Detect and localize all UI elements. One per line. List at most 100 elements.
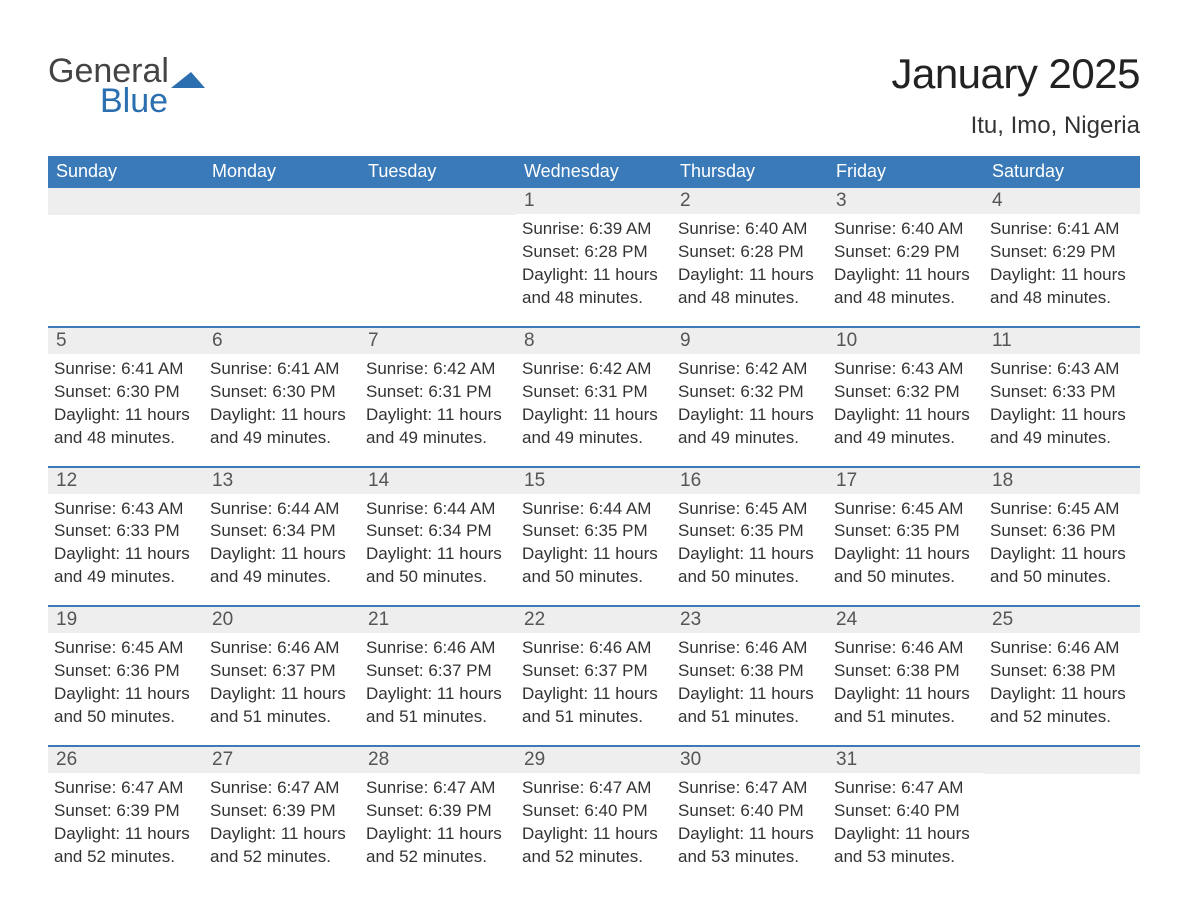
day-number: 4	[992, 190, 1003, 211]
sunset-line: Sunset: 6:37 PM	[366, 660, 510, 683]
sunset-line: Sunset: 6:30 PM	[54, 381, 198, 404]
day-cell: 25Sunrise: 6:46 AMSunset: 6:38 PMDayligh…	[984, 607, 1140, 745]
day-number-band: 5	[48, 328, 204, 354]
sunset-line: Sunset: 6:32 PM	[678, 381, 822, 404]
day-cell: 31Sunrise: 6:47 AMSunset: 6:40 PMDayligh…	[828, 747, 984, 885]
day-number: 12	[56, 470, 77, 491]
daylight-line: Daylight: 11 hours and 52 minutes.	[522, 823, 666, 869]
day-number: 16	[680, 470, 701, 491]
day-cell: 7Sunrise: 6:42 AMSunset: 6:31 PMDaylight…	[360, 328, 516, 466]
sunrise-line: Sunrise: 6:40 AM	[834, 218, 978, 241]
sunset-line: Sunset: 6:40 PM	[522, 800, 666, 823]
day-cell: 15Sunrise: 6:44 AMSunset: 6:35 PMDayligh…	[516, 468, 672, 606]
day-number-band: 26	[48, 747, 204, 773]
day-number: 18	[992, 470, 1013, 491]
page-title: January 2025	[891, 50, 1140, 98]
day-number: 14	[368, 470, 389, 491]
daylight-line: Daylight: 11 hours and 48 minutes.	[990, 264, 1134, 310]
sunrise-line: Sunrise: 6:44 AM	[366, 498, 510, 521]
sunrise-line: Sunrise: 6:47 AM	[54, 777, 198, 800]
daylight-line: Daylight: 11 hours and 49 minutes.	[366, 404, 510, 450]
sunrise-line: Sunrise: 6:46 AM	[522, 637, 666, 660]
day-cell: 13Sunrise: 6:44 AMSunset: 6:34 PMDayligh…	[204, 468, 360, 606]
sunset-line: Sunset: 6:38 PM	[990, 660, 1134, 683]
sunrise-line: Sunrise: 6:44 AM	[210, 498, 354, 521]
logo-mark-icon	[171, 60, 205, 82]
sunrise-line: Sunrise: 6:41 AM	[990, 218, 1134, 241]
daylight-line: Daylight: 11 hours and 49 minutes.	[678, 404, 822, 450]
sunrise-line: Sunrise: 6:43 AM	[990, 358, 1134, 381]
sunset-line: Sunset: 6:39 PM	[366, 800, 510, 823]
daylight-line: Daylight: 11 hours and 49 minutes.	[834, 404, 978, 450]
day-number: 15	[524, 470, 545, 491]
day-number: 23	[680, 609, 701, 630]
title-block: January 2025 Itu, Imo, Nigeria	[891, 50, 1140, 150]
sunset-line: Sunset: 6:28 PM	[522, 241, 666, 264]
sunset-line: Sunset: 6:33 PM	[54, 520, 198, 543]
day-number: 26	[56, 749, 77, 770]
daylight-line: Daylight: 11 hours and 49 minutes.	[990, 404, 1134, 450]
day-number-band: 24	[828, 607, 984, 633]
day-number: 31	[836, 749, 857, 770]
sunset-line: Sunset: 6:34 PM	[210, 520, 354, 543]
sunrise-line: Sunrise: 6:45 AM	[834, 498, 978, 521]
day-number: 5	[56, 330, 67, 351]
daylight-line: Daylight: 11 hours and 50 minutes.	[834, 543, 978, 589]
day-cell: 10Sunrise: 6:43 AMSunset: 6:32 PMDayligh…	[828, 328, 984, 466]
day-cell: 26Sunrise: 6:47 AMSunset: 6:39 PMDayligh…	[48, 747, 204, 885]
sunrise-line: Sunrise: 6:39 AM	[522, 218, 666, 241]
days-of-week-header: Sunday Monday Tuesday Wednesday Thursday…	[48, 156, 1140, 188]
sunrise-line: Sunrise: 6:40 AM	[678, 218, 822, 241]
day-cell: 11Sunrise: 6:43 AMSunset: 6:33 PMDayligh…	[984, 328, 1140, 466]
sunrise-line: Sunrise: 6:42 AM	[366, 358, 510, 381]
sunrise-line: Sunrise: 6:47 AM	[522, 777, 666, 800]
sunrise-line: Sunrise: 6:42 AM	[678, 358, 822, 381]
day-cell: 19Sunrise: 6:45 AMSunset: 6:36 PMDayligh…	[48, 607, 204, 745]
day-number-band: 12	[48, 468, 204, 494]
day-number-band: 4	[984, 188, 1140, 214]
sunset-line: Sunset: 6:38 PM	[834, 660, 978, 683]
sunset-line: Sunset: 6:37 PM	[210, 660, 354, 683]
day-number-band: 30	[672, 747, 828, 773]
daylight-line: Daylight: 11 hours and 50 minutes.	[990, 543, 1134, 589]
sunset-line: Sunset: 6:35 PM	[522, 520, 666, 543]
sunset-line: Sunset: 6:29 PM	[834, 241, 978, 264]
day-cell: 29Sunrise: 6:47 AMSunset: 6:40 PMDayligh…	[516, 747, 672, 885]
sunset-line: Sunset: 6:31 PM	[366, 381, 510, 404]
day-number: 8	[524, 330, 535, 351]
sunrise-line: Sunrise: 6:46 AM	[366, 637, 510, 660]
daylight-line: Daylight: 11 hours and 49 minutes.	[210, 543, 354, 589]
day-number: 25	[992, 609, 1013, 630]
sunrise-line: Sunrise: 6:44 AM	[522, 498, 666, 521]
sunset-line: Sunset: 6:39 PM	[54, 800, 198, 823]
day-cell: 3Sunrise: 6:40 AMSunset: 6:29 PMDaylight…	[828, 188, 984, 326]
day-number-band: 27	[204, 747, 360, 773]
day-number-band: 25	[984, 607, 1140, 633]
day-number: 28	[368, 749, 389, 770]
dow-saturday: Saturday	[984, 156, 1140, 188]
day-number: 2	[680, 190, 691, 211]
sunrise-line: Sunrise: 6:47 AM	[834, 777, 978, 800]
day-cell: 18Sunrise: 6:45 AMSunset: 6:36 PMDayligh…	[984, 468, 1140, 606]
day-cell	[360, 188, 516, 326]
sunset-line: Sunset: 6:40 PM	[678, 800, 822, 823]
day-number-band	[360, 188, 516, 215]
calendar-week: 5Sunrise: 6:41 AMSunset: 6:30 PMDaylight…	[48, 326, 1140, 466]
day-cell: 5Sunrise: 6:41 AMSunset: 6:30 PMDaylight…	[48, 328, 204, 466]
day-number-band: 1	[516, 188, 672, 214]
sunrise-line: Sunrise: 6:47 AM	[678, 777, 822, 800]
sunset-line: Sunset: 6:36 PM	[54, 660, 198, 683]
day-number: 1	[524, 190, 535, 211]
day-number: 30	[680, 749, 701, 770]
sunset-line: Sunset: 6:39 PM	[210, 800, 354, 823]
day-number-band: 16	[672, 468, 828, 494]
day-number-band: 23	[672, 607, 828, 633]
day-cell: 17Sunrise: 6:45 AMSunset: 6:35 PMDayligh…	[828, 468, 984, 606]
sunset-line: Sunset: 6:28 PM	[678, 241, 822, 264]
day-cell	[204, 188, 360, 326]
day-cell: 23Sunrise: 6:46 AMSunset: 6:38 PMDayligh…	[672, 607, 828, 745]
day-number: 22	[524, 609, 545, 630]
logo-text-blue: Blue	[100, 84, 168, 118]
daylight-line: Daylight: 11 hours and 51 minutes.	[522, 683, 666, 729]
day-number-band: 11	[984, 328, 1140, 354]
